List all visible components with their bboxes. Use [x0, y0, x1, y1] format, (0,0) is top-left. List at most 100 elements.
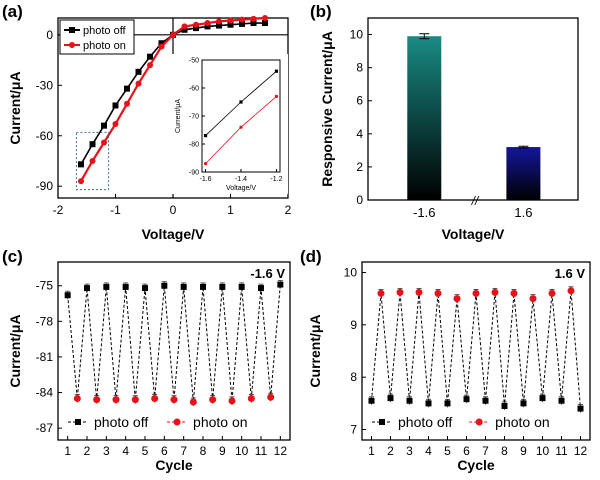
- data-point-photo-on: [267, 393, 275, 401]
- inset-y-tick-label: -50: [189, 58, 199, 65]
- y-tick-label: 6: [356, 94, 363, 108]
- legend-label: photo off: [83, 25, 127, 37]
- data-point-photo-off: [558, 397, 565, 404]
- legend-marker: [69, 27, 75, 33]
- data-point-photo-off: [180, 283, 187, 290]
- data-point: [216, 22, 222, 29]
- y-tick-label: 10: [344, 265, 358, 279]
- inset-background: [172, 54, 288, 194]
- plot-frame: [361, 261, 591, 441]
- data-point: [193, 25, 199, 32]
- data-point: [204, 23, 211, 30]
- y-tick-label: 4: [356, 127, 363, 141]
- x-axis-label: Cycle: [155, 457, 193, 473]
- data-point-photo-on: [189, 398, 197, 406]
- data-point-photo-off: [219, 283, 226, 290]
- data-point-photo-on: [548, 289, 556, 297]
- data-point-photo-on: [472, 289, 480, 297]
- data-point-photo-off: [161, 282, 168, 289]
- inset-y-axis-label: Current/μA: [175, 99, 182, 133]
- bar-pos-1-6: [506, 147, 541, 200]
- data-point-photo-on: [434, 289, 442, 297]
- y-axis-label: Current/μA: [7, 71, 23, 144]
- zoom-region: [75, 131, 110, 191]
- data-point-photo-off: [501, 402, 508, 409]
- legend-box: [59, 19, 135, 55]
- data-point-photo-on: [396, 288, 404, 296]
- data-point-photo-on: [112, 396, 120, 404]
- x-tick-label: 9: [219, 444, 226, 458]
- y-tick-label: -90: [36, 179, 54, 193]
- x-tick-label: 9: [520, 444, 527, 458]
- data-point-photo-on: [247, 394, 255, 402]
- legend-label: photo off: [398, 414, 452, 430]
- data-point: [147, 62, 153, 69]
- x-tick-label: 11: [255, 444, 268, 458]
- y-tick-label: 7: [350, 423, 357, 437]
- inset-data-point: [239, 125, 243, 129]
- legend: photo off photo on: [68, 414, 248, 430]
- data-point-photo-off: [577, 405, 584, 412]
- data-point: [89, 157, 96, 164]
- x-tick-label: 10: [235, 444, 249, 458]
- data-point-photo-off: [277, 281, 284, 288]
- inset-y-tick-label: -70: [189, 114, 199, 121]
- inset-data-point: [274, 94, 279, 98]
- plot-frame: [367, 17, 579, 201]
- data-point: [250, 15, 257, 22]
- data-point-photo-on: [151, 394, 159, 402]
- y-tick-label: -30: [36, 78, 54, 92]
- data-point: [124, 85, 130, 92]
- x-tick-label: 4: [425, 444, 432, 458]
- data-point: [147, 53, 153, 60]
- data-point: [124, 100, 130, 107]
- data-point: [216, 18, 222, 25]
- x-tick-label: 6: [463, 444, 470, 458]
- x-axis-label: Cycle: [457, 457, 495, 473]
- data-point: [170, 31, 176, 38]
- data-point: [89, 141, 96, 148]
- data-point: [239, 20, 245, 27]
- x-axis-label: Voltage/V: [442, 226, 505, 242]
- x-tick-label: 10: [536, 444, 550, 458]
- data-point-photo-off: [520, 400, 527, 407]
- data-point: [227, 21, 234, 28]
- data-point: [135, 80, 142, 87]
- cycle-line: [371, 290, 581, 409]
- x-tick-label: 12: [574, 444, 588, 458]
- data-point-photo-off: [482, 397, 489, 404]
- data-point-photo-on: [453, 295, 461, 303]
- data-point-photo-on: [93, 396, 101, 404]
- bias-annotation: -1.6 V: [250, 266, 285, 281]
- data-point: [181, 23, 188, 30]
- x-tick-label: 11: [555, 444, 568, 458]
- inset-y-tick-label: -80: [189, 142, 199, 149]
- x-tick-label: 1.6: [514, 205, 532, 220]
- y-tick-label: -78: [36, 314, 54, 328]
- data-point-photo-off: [368, 397, 375, 404]
- data-point: [239, 16, 245, 23]
- data-point: [158, 40, 165, 47]
- y-tick-label: 0: [356, 193, 363, 207]
- legend: photo off photo on: [372, 414, 550, 430]
- x-tick-label: 1: [368, 444, 375, 458]
- y-tick-label: 0: [46, 28, 53, 42]
- x-tick-label: -1: [110, 203, 121, 217]
- panel-label: (d): [300, 247, 322, 266]
- panel-label: (b): [310, 2, 332, 21]
- legend-marker: [75, 419, 81, 425]
- x-tick-label: 1: [64, 444, 71, 458]
- cycle-line: [67, 284, 281, 403]
- x-tick-label: 7: [482, 444, 489, 458]
- y-tick-label: 2: [356, 160, 363, 174]
- data-point: [135, 68, 142, 75]
- bias-annotation: 1.6 V: [555, 266, 586, 281]
- x-axis-label: Voltage/V: [142, 226, 205, 242]
- x-tick-label: 5: [142, 444, 149, 458]
- legend-label: photo on: [83, 40, 126, 52]
- panel-label: (a): [2, 2, 23, 21]
- y-tick-label: 10: [350, 28, 364, 42]
- plot-frame: [57, 261, 291, 441]
